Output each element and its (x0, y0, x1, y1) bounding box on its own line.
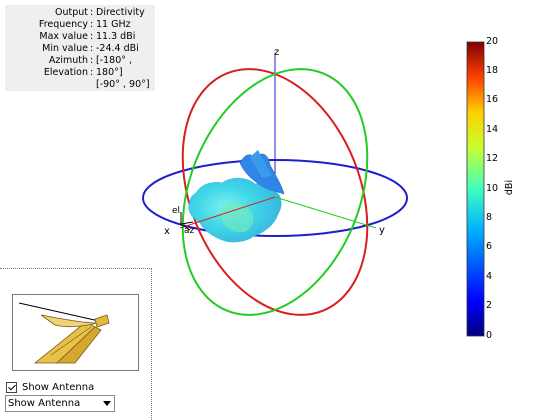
colorbar-tick: 2 (486, 300, 493, 311)
show-antenna-label: Show Antenna (22, 381, 95, 393)
info-row-azimuth: Azimuth : [-180° , (48, 55, 133, 66)
y-axis-line (274, 196, 377, 229)
pattern-back-lobe-tip (250, 150, 272, 178)
info-row-min: Min value : -24.4 dBi (42, 43, 139, 54)
z-axis-label: z (274, 47, 279, 58)
y-axis-label: y (379, 225, 385, 236)
info-value: -24.4 dBi (96, 43, 139, 54)
info-row-elevation: Elevation : 180°] (43, 67, 123, 78)
info-key: Output (55, 7, 88, 18)
info-key: Elevation (43, 67, 88, 78)
colorbar-tick: 4 (486, 271, 493, 282)
colorbar-tick: 6 (486, 241, 493, 252)
info-value: [-90° , 90°] (96, 79, 150, 90)
info-value: 180°] (96, 67, 123, 78)
colorbar-tick: 14 (486, 124, 499, 135)
colorbar-tick: 12 (486, 153, 499, 164)
info-key: Frequency (38, 19, 88, 30)
x-axis-label: x (164, 226, 170, 237)
antenna-view-select-value: Show Antenna (8, 398, 81, 409)
info-key: Min value (42, 43, 88, 54)
info-value: Directivity (96, 7, 145, 18)
show-antenna-checkbox[interactable]: Show Antenna (6, 380, 94, 394)
info-row-output: Output : Directivity (55, 7, 145, 18)
az-label: az (184, 226, 195, 236)
colorbar-tick: 20 (486, 36, 499, 47)
info-key: Azimuth (48, 55, 88, 66)
elevation-cut-red-trace (181, 68, 369, 316)
el-label: el (172, 206, 180, 216)
info-key: Max value (39, 31, 88, 42)
antenna-panel (0, 268, 152, 420)
chevron-down-icon[interactable] (103, 401, 111, 406)
info-row-frequency: Frequency : 11 GHz (38, 19, 131, 30)
info-row-elevation-range: [-90° , 90°] (5, 79, 155, 91)
info-value: [-180° , (96, 55, 133, 66)
pattern-lobe-highlight (220, 202, 254, 233)
info-panel: Output : Directivity Frequency : 11 GHz … (5, 5, 155, 91)
checkbox-checked-icon[interactable] (6, 381, 17, 393)
antenna-preview[interactable] (12, 294, 139, 371)
colorbar-unit-label: dBi (504, 179, 516, 196)
colorbar-tick: 10 (486, 183, 499, 194)
colorbar-tick: 8 (486, 212, 493, 223)
azimuth-cut-trace (142, 159, 408, 237)
antenna-model-icon (18, 302, 110, 364)
info-row-max: Max value : 11.3 dBi (39, 31, 136, 42)
triad-line (180, 223, 191, 231)
antenna-view-select[interactable]: Show Antenna (5, 395, 115, 412)
colorbar-tick: 16 (486, 94, 499, 105)
x-axis-line (179, 196, 276, 229)
info-value: 11 GHz (96, 19, 131, 30)
az-triad-line (180, 221, 194, 225)
colorbar-tick: 18 (486, 65, 499, 76)
info-value: 11.3 dBi (96, 31, 136, 42)
colorbar-tick: 0 (486, 330, 493, 341)
colorbar (466, 41, 485, 337)
elevation-cut-green-trace (181, 68, 369, 316)
